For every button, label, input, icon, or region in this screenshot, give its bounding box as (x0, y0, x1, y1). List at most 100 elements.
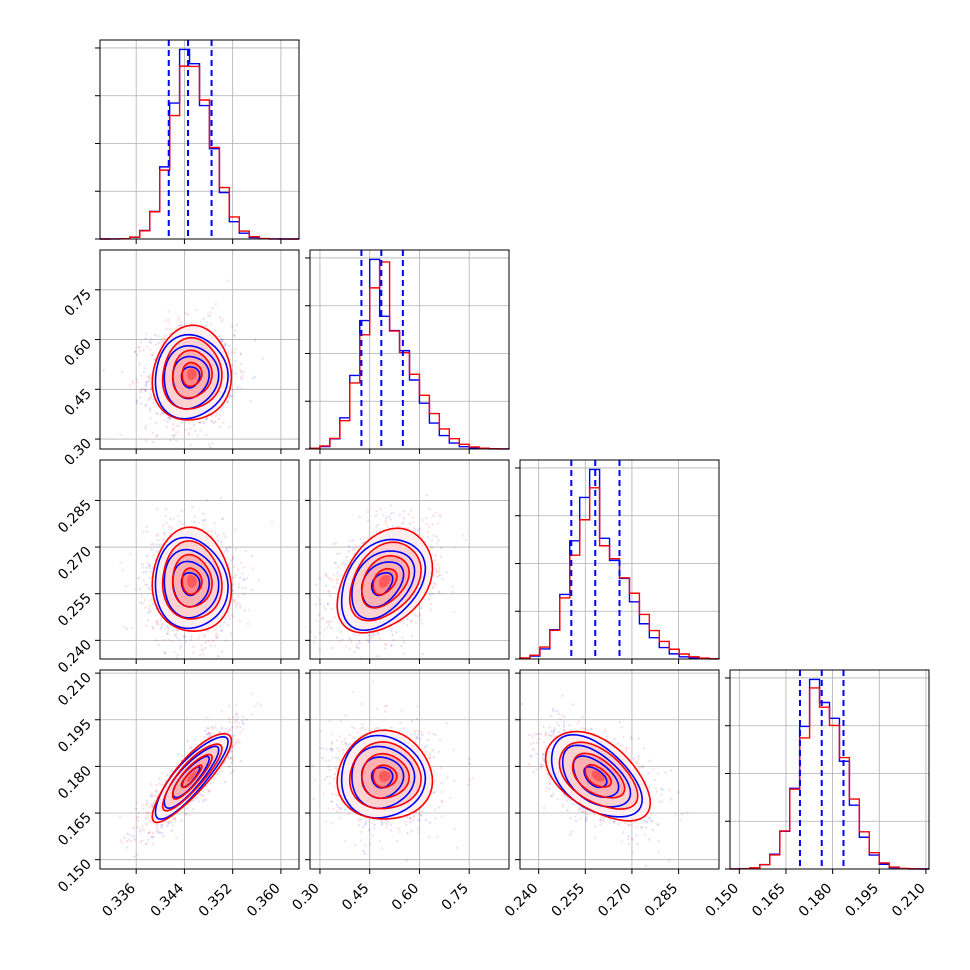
scatter-point (145, 525, 148, 528)
scatter-point (142, 387, 146, 391)
x-tick-label: 0.210 (889, 881, 929, 921)
scatter-point (306, 569, 308, 571)
scatter-point (441, 577, 444, 581)
x-tick-label: 0.150 (702, 881, 742, 921)
scatter-point (170, 770, 174, 773)
scatter-point (153, 358, 156, 361)
scatter-point (135, 399, 139, 402)
scatter-point (356, 646, 359, 649)
scatter-point (146, 814, 150, 818)
scatter-point (217, 417, 221, 421)
scatter-point (436, 575, 439, 579)
scatter-point (240, 561, 243, 564)
scatter-point (157, 643, 160, 647)
scatter-point (219, 496, 223, 500)
scatter-point (177, 316, 180, 319)
scatter-point (241, 572, 244, 576)
scatter-point (142, 349, 145, 352)
scatter-point (434, 511, 437, 515)
scatter-point (191, 799, 195, 802)
scatter-point (402, 622, 405, 625)
scatter-point (159, 413, 162, 417)
scatter-point (433, 559, 437, 562)
scatter-point (327, 621, 331, 624)
scatter-point (174, 819, 177, 822)
scatter-point (435, 569, 438, 572)
scatter-point (145, 842, 148, 846)
scatter-point (360, 542, 364, 545)
histogram-panel (515, 459, 720, 664)
scatter-point (402, 652, 405, 655)
scatter-point (138, 841, 142, 844)
scatter-point (335, 552, 339, 556)
scatter-point (310, 630, 313, 634)
scatter-point (126, 832, 129, 835)
scatter-point (183, 634, 186, 638)
scatter-point (236, 568, 240, 572)
scatter-point (220, 517, 224, 520)
scatter-point (358, 515, 362, 518)
scatter-point (169, 439, 172, 442)
scatter-point (130, 626, 134, 630)
scatter-point (167, 310, 170, 313)
scatter-point (230, 634, 233, 637)
scatter-point (146, 619, 150, 622)
scatter-point (409, 619, 413, 622)
scatter-point (238, 619, 241, 623)
scatter-point (241, 586, 244, 590)
scatter-point (230, 761, 233, 765)
scatter-point (425, 522, 428, 526)
scatter-point (406, 623, 409, 627)
scatter-point (139, 601, 142, 605)
scatter-point (135, 801, 138, 804)
scatter-point (432, 514, 435, 518)
scatter-point (414, 621, 418, 624)
scatter-point (147, 832, 150, 835)
scatter-point (172, 328, 175, 331)
scatter-point (149, 795, 152, 798)
scatter-point (147, 611, 150, 614)
scatter-point (351, 539, 355, 542)
scatter-point (233, 575, 236, 579)
scatter-point (145, 566, 148, 569)
scatter-point (243, 609, 247, 612)
scatter-point (336, 581, 339, 584)
density-fill (187, 368, 197, 381)
scatter-point (207, 530, 210, 533)
scatter-point (148, 407, 152, 410)
scatter-point (200, 794, 204, 797)
scatter-point (119, 561, 122, 564)
scatter-point (164, 651, 167, 655)
scatter-point (351, 549, 354, 552)
scatter-point (160, 625, 164, 629)
scatter-point (145, 332, 148, 336)
scatter-point (348, 647, 351, 650)
scatter-point (204, 518, 207, 521)
scatter-point (326, 603, 330, 606)
scatter-point (223, 344, 227, 347)
histogram-panel (305, 249, 510, 454)
scatter-point (133, 350, 137, 354)
scatter-point (312, 641, 316, 644)
scatter-point (189, 638, 193, 641)
scatter-point (220, 319, 224, 323)
scatter-point (218, 730, 222, 734)
scatter-point (135, 377, 138, 381)
contour-panel: 0.300.450.600.75 (61, 249, 300, 469)
scatter-point (244, 549, 247, 553)
scatter-point (159, 619, 162, 622)
scatter-point (334, 561, 338, 565)
scatter-point (431, 592, 434, 595)
scatter-point (240, 377, 243, 381)
scatter-point (147, 586, 151, 590)
scatter-point (242, 721, 245, 725)
scatter-point (225, 547, 229, 550)
scatter-point (194, 796, 197, 800)
scatter-point (184, 312, 187, 315)
scatter-point (325, 574, 329, 578)
scatter-point (146, 802, 149, 805)
scatter-point (429, 545, 433, 549)
contour-line (181, 361, 203, 388)
scatter-point (389, 644, 393, 648)
scatter-point (433, 581, 436, 585)
